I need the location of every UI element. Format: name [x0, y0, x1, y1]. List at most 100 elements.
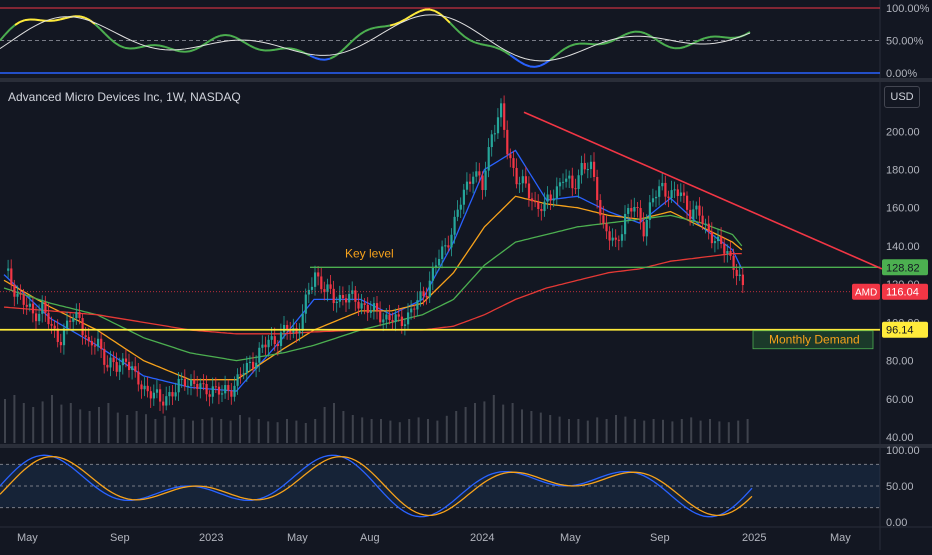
candle-body: [69, 321, 71, 322]
volume-bar: [98, 407, 100, 443]
candle-body: [509, 154, 511, 158]
key-level-price-tag: 128.82: [886, 262, 920, 274]
top-osc-segment: [165, 47, 170, 49]
candle-body: [463, 190, 465, 205]
top-osc-segment: [420, 10, 425, 11]
candle-body: [726, 251, 728, 254]
volume-bar: [380, 419, 382, 443]
volume-bar: [408, 419, 410, 443]
candle-body: [652, 198, 654, 202]
candle-body: [416, 300, 418, 309]
candle-body: [51, 324, 53, 326]
descending-trendline: [524, 112, 882, 269]
volume-bar: [42, 401, 44, 443]
candle-body: [466, 182, 468, 190]
currency-button[interactable]: USD: [884, 86, 920, 108]
candle-body: [500, 103, 502, 117]
top-osc-segment: [205, 41, 210, 44]
top-osc-segment: [25, 19, 30, 20]
candle-body: [280, 332, 282, 346]
top-osc-segment: [315, 58, 320, 59]
candle-body: [162, 402, 164, 406]
candle-body: [503, 103, 505, 130]
top-osc-segment: [365, 29, 370, 31]
candle-body: [553, 198, 555, 200]
top-osc-segment: [445, 18, 450, 23]
top-osc-segment: [160, 46, 165, 47]
top-osc-segment: [235, 37, 240, 40]
candle-body: [54, 326, 56, 329]
candle-body: [528, 184, 530, 199]
candle-body: [540, 209, 542, 211]
candle-body: [171, 392, 173, 396]
top-osc-segment: [665, 45, 670, 47]
volume-bar: [653, 419, 655, 443]
volume-bar: [107, 403, 109, 443]
top-osc-segment: [330, 56, 335, 58]
volume-bar: [540, 413, 542, 443]
candle-body: [113, 358, 115, 362]
candle-body: [29, 304, 31, 307]
candle-body: [571, 176, 573, 189]
candle-body: [627, 208, 629, 214]
candle-body: [677, 189, 679, 196]
candle-body: [153, 393, 155, 399]
candle-body: [658, 186, 660, 197]
candle-body: [134, 366, 136, 371]
top-osc-segment: [255, 48, 260, 50]
volume-bar: [446, 416, 448, 443]
candle-body: [224, 385, 226, 393]
key-level-label: Key level: [345, 246, 394, 260]
top-osc-segment: [565, 46, 570, 49]
candle-body: [184, 379, 186, 387]
candle-body: [100, 339, 102, 349]
candle-body: [689, 210, 691, 219]
top-osc-segment: [495, 47, 500, 49]
candle-body: [460, 205, 462, 210]
top-osc-segment: [135, 47, 140, 48]
candle-body: [261, 345, 263, 348]
candle-body: [618, 240, 620, 241]
candle-body: [339, 295, 341, 302]
volume-bar: [747, 419, 749, 443]
candle-body: [633, 207, 635, 212]
candle-body: [401, 317, 403, 326]
candle-body: [723, 244, 725, 254]
volume-bar: [634, 419, 636, 443]
volume-bar: [60, 405, 62, 443]
candle-body: [674, 189, 676, 190]
candle-body: [271, 336, 273, 340]
candle-body: [388, 314, 390, 320]
candle-body: [308, 290, 310, 295]
candle-body: [624, 214, 626, 234]
candle-body: [494, 133, 496, 134]
top-osc-segment: [645, 33, 650, 35]
volume-bar: [596, 417, 598, 443]
candle-body: [227, 385, 229, 391]
volume-bar: [126, 415, 128, 443]
volume-bar: [455, 411, 457, 443]
candle-body: [661, 183, 663, 186]
candle-body: [103, 349, 105, 365]
bottom-ytick-label: 100.00: [886, 445, 920, 457]
volume-bar: [436, 421, 438, 443]
moving-average-line: [4, 196, 742, 379]
candle-body: [376, 303, 378, 311]
candle-body: [519, 183, 521, 184]
candle-body: [506, 130, 508, 154]
candle-body: [739, 275, 741, 276]
candle-body: [258, 348, 260, 363]
candle-body: [230, 391, 232, 397]
volume-bar: [220, 419, 222, 443]
demand-price-tag: 96.14: [886, 325, 914, 337]
top-osc-segment: [280, 48, 285, 49]
candle-body: [97, 339, 99, 347]
candle-body: [543, 202, 545, 211]
top-osc-segment: [630, 32, 635, 33]
candle-body: [441, 246, 443, 259]
top-osc-segment: [115, 43, 120, 46]
top-osc-segment: [220, 35, 225, 36]
candle-body: [299, 331, 301, 333]
